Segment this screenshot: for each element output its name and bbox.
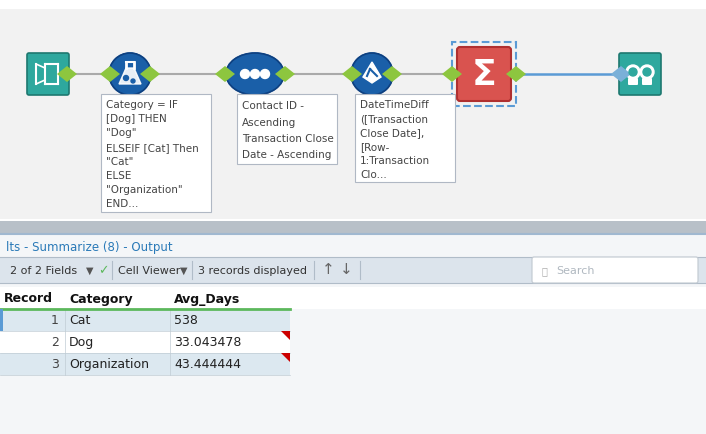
Text: ✓: ✓ [98, 264, 109, 277]
FancyBboxPatch shape [457, 48, 511, 102]
Text: ELSEIF [Cat] Then: ELSEIF [Cat] Then [106, 142, 199, 152]
Polygon shape [382, 67, 402, 83]
Polygon shape [275, 67, 295, 83]
FancyBboxPatch shape [0, 233, 706, 434]
FancyBboxPatch shape [355, 95, 455, 183]
Text: END...: END... [106, 199, 138, 209]
Polygon shape [363, 63, 381, 84]
FancyBboxPatch shape [532, 257, 698, 283]
Circle shape [124, 76, 128, 81]
Text: "Dog": "Dog" [106, 128, 136, 138]
Circle shape [109, 54, 151, 96]
Circle shape [626, 66, 640, 80]
Circle shape [643, 69, 651, 77]
Polygon shape [281, 331, 290, 340]
Text: Organization: Organization [69, 358, 149, 371]
Text: lts - Summarize (8) - Output: lts - Summarize (8) - Output [6, 241, 173, 254]
FancyBboxPatch shape [0, 257, 706, 283]
Circle shape [640, 66, 654, 80]
Text: Ascending: Ascending [242, 118, 297, 128]
Text: 🔍: 🔍 [542, 265, 548, 275]
FancyBboxPatch shape [0, 309, 290, 331]
Polygon shape [281, 353, 290, 362]
FancyBboxPatch shape [642, 79, 652, 86]
FancyBboxPatch shape [619, 54, 661, 96]
FancyBboxPatch shape [237, 95, 337, 164]
Text: 33.043478: 33.043478 [174, 336, 241, 349]
Text: Search: Search [556, 265, 594, 275]
Text: 1:Transaction: 1:Transaction [360, 155, 430, 165]
FancyBboxPatch shape [628, 79, 638, 86]
Circle shape [251, 70, 260, 79]
Text: Cat: Cat [69, 314, 90, 327]
Text: "Cat": "Cat" [106, 157, 133, 166]
Text: [Row-: [Row- [360, 141, 390, 151]
Polygon shape [119, 69, 141, 85]
Text: [Dog] THEN: [Dog] THEN [106, 114, 167, 124]
Text: 3 records displayed: 3 records displayed [198, 265, 307, 275]
Text: Transaction Close: Transaction Close [242, 134, 334, 144]
Text: ▼: ▼ [180, 265, 188, 275]
Text: Cell Viewer: Cell Viewer [118, 265, 180, 275]
Text: Clo...: Clo... [360, 169, 387, 179]
Text: Date - Ascending: Date - Ascending [242, 150, 331, 160]
Text: Close Date],: Close Date], [360, 128, 424, 138]
Polygon shape [442, 67, 462, 83]
Text: 538: 538 [174, 314, 198, 327]
Text: 2: 2 [51, 336, 59, 349]
Text: ▼: ▼ [86, 265, 93, 275]
Polygon shape [100, 67, 120, 83]
Text: Σ: Σ [472, 58, 496, 92]
Circle shape [629, 69, 637, 77]
Circle shape [261, 70, 270, 79]
Text: 43.444444: 43.444444 [174, 358, 241, 371]
Text: Avg_Days: Avg_Days [174, 292, 240, 305]
Text: DateTimeDiff: DateTimeDiff [360, 99, 429, 109]
FancyBboxPatch shape [0, 331, 290, 353]
FancyBboxPatch shape [0, 353, 290, 375]
Polygon shape [611, 67, 631, 83]
FancyBboxPatch shape [27, 54, 69, 96]
FancyBboxPatch shape [0, 309, 3, 331]
Circle shape [131, 80, 135, 84]
Text: Dog: Dog [69, 336, 94, 349]
Text: 2 of 2 Fields: 2 of 2 Fields [10, 265, 77, 275]
Text: 1: 1 [51, 314, 59, 327]
Circle shape [241, 70, 249, 79]
Polygon shape [215, 67, 235, 83]
FancyBboxPatch shape [0, 221, 706, 233]
Polygon shape [506, 67, 526, 83]
Text: 3: 3 [51, 358, 59, 371]
Polygon shape [140, 67, 160, 83]
Circle shape [351, 54, 393, 96]
Text: Category: Category [69, 292, 133, 305]
Text: ELSE: ELSE [106, 171, 131, 181]
FancyBboxPatch shape [0, 287, 706, 309]
Text: ↑: ↑ [322, 262, 335, 277]
Text: "Organization": "Organization" [106, 185, 183, 195]
Text: Record: Record [4, 292, 53, 305]
Text: ([Transaction: ([Transaction [360, 113, 428, 123]
Ellipse shape [226, 54, 284, 96]
Polygon shape [57, 67, 77, 83]
Polygon shape [342, 67, 362, 83]
FancyBboxPatch shape [101, 95, 211, 213]
Text: Category = IF: Category = IF [106, 100, 178, 110]
Text: ↓: ↓ [340, 262, 353, 277]
FancyBboxPatch shape [0, 10, 706, 220]
Text: Contact ID -: Contact ID - [242, 101, 304, 111]
